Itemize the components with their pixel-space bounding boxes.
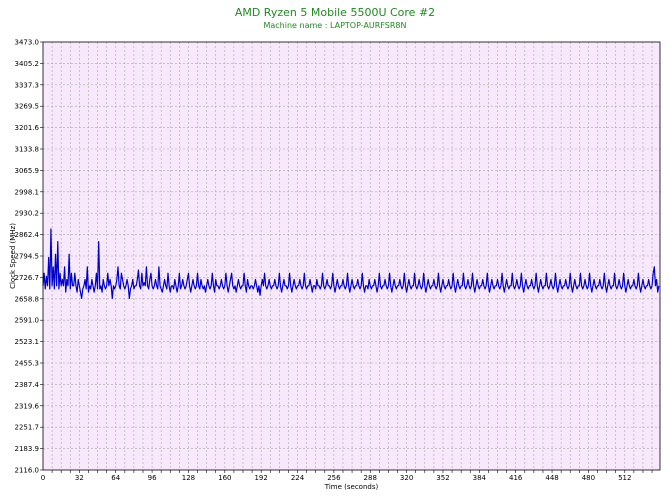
y-tick-label: 2794.5: [15, 253, 40, 261]
series-layer: [42, 228, 660, 300]
y-tick-label: 3065.9: [15, 167, 40, 175]
x-tick-label: 64: [111, 474, 120, 482]
plot-border: [42, 41, 661, 471]
y-tick-label: 3337.3: [15, 81, 40, 89]
y-tick-label: 2523.1: [15, 338, 40, 346]
y-tick-label: 3269.5: [15, 103, 40, 111]
y-tick-label: 2455.3: [15, 360, 40, 368]
y-tick-label: 2862.4: [15, 231, 40, 239]
y-tick-label: 2930.2: [15, 210, 40, 218]
y-tick-label: 2658.8: [15, 295, 40, 303]
x-tick-label: 288: [364, 474, 377, 482]
y-tick-label: 2998.1: [15, 188, 40, 196]
x-tick-label: 320: [400, 474, 413, 482]
x-tick-label: 32: [75, 474, 84, 482]
x-tick-label: 160: [218, 474, 231, 482]
y-axis-title: Clock Speed (MHz): [9, 223, 17, 289]
y-tick-label: 2319.6: [15, 402, 40, 410]
y-tick-label: 3201.6: [15, 124, 40, 132]
y-axis: 3473.0 3405.2 3337.3 3269.5 3201.6 3133.8 3065…: [15, 39, 43, 475]
x-tick-label: 512: [618, 474, 631, 482]
y-tick-label: 3473.0: [15, 39, 40, 47]
x-axis-title: Time (seconds): [324, 483, 379, 491]
y-tick-label: 2183.9: [15, 445, 40, 453]
chart-subtitle: Machine name : LAPTOP-AURFSR8N: [263, 21, 407, 30]
x-axis: 0 32 64 96 128 160 192 224 256 288 320 352 384 416 448…: [41, 470, 653, 482]
y-tick-label: 2591.0: [15, 317, 40, 325]
x-tick-label: 384: [473, 474, 487, 482]
grid-layer: [43, 42, 660, 470]
x-tick-label: 480: [582, 474, 595, 482]
y-tick-label: 3405.2: [15, 60, 40, 68]
y-tick-label: 2116.0: [15, 467, 40, 475]
x-tick-label: 192: [254, 474, 267, 482]
x-tick-label: 256: [327, 474, 341, 482]
y-tick-label: 2726.7: [15, 274, 40, 282]
y-tick-label: 3133.8: [15, 146, 40, 154]
x-tick-label: 0: [41, 474, 45, 482]
series-line: [42, 228, 660, 300]
x-tick-label: 96: [148, 474, 157, 482]
x-tick-label: 416: [509, 474, 523, 482]
x-tick-label: 352: [436, 474, 449, 482]
y-tick-label: 2251.7: [15, 424, 40, 432]
chart-title: AMD Ryzen 5 Mobile 5500U Core #2: [234, 6, 436, 19]
x-tick-label: 448: [545, 474, 558, 482]
x-tick-label: 224: [291, 474, 305, 482]
x-tick-label: 128: [182, 474, 195, 482]
y-tick-label: 2387.4: [15, 381, 40, 389]
